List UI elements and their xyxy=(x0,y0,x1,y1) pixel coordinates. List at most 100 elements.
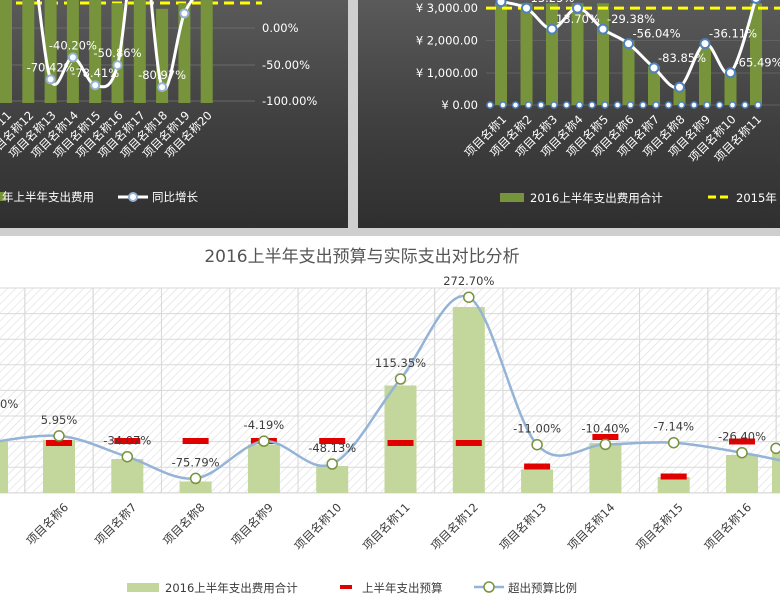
data-label: -70.42% xyxy=(27,60,75,74)
divider-horizontal xyxy=(0,228,780,236)
y-tick-label: ¥ 0.00 xyxy=(441,98,478,112)
data-label: -56.04% xyxy=(633,27,681,41)
category-label: 项目名称13 xyxy=(496,500,549,553)
legend-swatch-bar xyxy=(127,583,159,592)
chart-right-panel: ¥ 3,000.00 ¥ 2,000.00 ¥ 1,000.00 ¥ 0.00 13.2… xyxy=(358,0,780,228)
data-label: -36.11% xyxy=(709,27,757,41)
line-marker xyxy=(112,60,123,71)
line-marker xyxy=(648,62,660,74)
baseline-marker xyxy=(626,101,635,109)
budget-marker xyxy=(592,434,619,440)
category-label: 项目名称8 xyxy=(160,500,208,548)
bar xyxy=(384,385,417,493)
legend-swatch-marker xyxy=(483,581,495,593)
bar xyxy=(520,3,533,106)
category-label: 项目名称6 xyxy=(24,500,72,548)
right-tick-label: 0.00% xyxy=(262,21,299,35)
bar xyxy=(66,0,79,103)
line-marker xyxy=(463,291,475,303)
bar xyxy=(111,459,144,493)
data-label: 13.25% xyxy=(531,0,575,5)
line-marker-edge xyxy=(770,442,780,455)
line-marker xyxy=(597,23,609,35)
line-marker xyxy=(394,373,407,385)
data-label: -80.97% xyxy=(138,68,186,82)
legend-swatch-bar xyxy=(500,193,524,202)
budget-marker xyxy=(660,473,687,480)
line-marker xyxy=(736,446,748,459)
bar xyxy=(179,481,212,493)
data-label: 272.70% xyxy=(443,274,494,288)
data-label: 13.70% xyxy=(556,12,600,26)
legend-swatch-budget xyxy=(340,585,352,589)
chart-right: ¥ 3,000.00 ¥ 2,000.00 ¥ 1,000.00 ¥ 0.00 13.2… xyxy=(416,0,780,205)
baseline-marker xyxy=(588,101,596,109)
baseline-marker xyxy=(537,101,545,109)
line-marker xyxy=(67,52,78,63)
legend-label: 上半年支出预算 xyxy=(362,581,443,595)
bar xyxy=(133,0,146,103)
baseline-marker xyxy=(703,101,711,109)
baseline-marker xyxy=(499,101,507,109)
legend-label: 2016上半年支出费用合计 xyxy=(530,191,663,205)
line-marker xyxy=(53,430,65,442)
bar xyxy=(521,469,554,493)
baseline-marker xyxy=(664,101,673,109)
bar xyxy=(750,3,762,106)
overrun-line xyxy=(0,294,780,480)
bar xyxy=(89,0,102,103)
chart-title: 2016上半年支出预算与实际支出对比分析 xyxy=(204,247,519,267)
budget-marker xyxy=(46,440,72,446)
bar xyxy=(673,88,686,105)
bar xyxy=(247,444,280,493)
bar xyxy=(0,0,12,103)
category-label: 项目名称10 xyxy=(292,500,345,553)
bar xyxy=(43,440,75,493)
line-marker xyxy=(121,450,134,463)
divider-vertical xyxy=(348,0,358,236)
budget-marker xyxy=(114,438,141,444)
category-label: 项目名称14 xyxy=(565,500,618,553)
line-marker xyxy=(531,438,543,451)
baseline-marker xyxy=(715,101,724,109)
y-tick-label: ¥ 1,000.00 xyxy=(416,66,478,80)
bar-edge xyxy=(772,453,780,493)
category-label: 项目名称16 xyxy=(701,500,754,553)
right-tick-label: -50.00% xyxy=(262,58,310,72)
category-label: 项目名称12 xyxy=(428,500,481,553)
bar xyxy=(724,72,737,105)
y-tick-label: ¥ 3,000.00 xyxy=(416,1,478,15)
line-marker xyxy=(667,436,680,449)
legend-label: 2016上半年支出费用合计 xyxy=(165,581,298,595)
bar xyxy=(622,40,635,105)
baseline-marker xyxy=(575,101,584,109)
data-label: -34.07% xyxy=(103,434,151,448)
right-tick-label: -100.00% xyxy=(262,94,317,108)
data-label: -48.13% xyxy=(308,441,356,455)
data-label: -10.40% xyxy=(581,421,629,435)
bar xyxy=(316,466,349,493)
baseline-marker xyxy=(690,101,698,109)
bar xyxy=(726,455,758,493)
line-marker xyxy=(90,80,101,91)
line-marker xyxy=(599,438,612,451)
line-marker xyxy=(45,74,56,85)
data-label: -65.49% xyxy=(735,56,780,70)
baseline-marker xyxy=(613,101,622,109)
data-label: -50.86% xyxy=(94,46,142,60)
bar xyxy=(495,3,507,106)
line-marker xyxy=(623,38,634,50)
budget-marker xyxy=(729,438,755,445)
data-label: -78.41% xyxy=(71,66,119,80)
budget-marker xyxy=(455,440,482,446)
chart-bottom: 2016上半年支出预算与实际支出对比分析 5.95% -34.07% -75.79% -… xyxy=(0,247,780,595)
line-marker xyxy=(258,435,270,447)
baseline-marker xyxy=(652,101,660,109)
data-label-edge: 0% xyxy=(0,397,18,411)
bar xyxy=(452,307,485,493)
data-label: 115.35% xyxy=(375,356,426,370)
y-tick-label: ¥ 2,000.00 xyxy=(416,34,478,48)
baseline-marker xyxy=(677,101,686,109)
baseline-marker xyxy=(601,101,609,109)
budget-marker xyxy=(524,463,551,470)
